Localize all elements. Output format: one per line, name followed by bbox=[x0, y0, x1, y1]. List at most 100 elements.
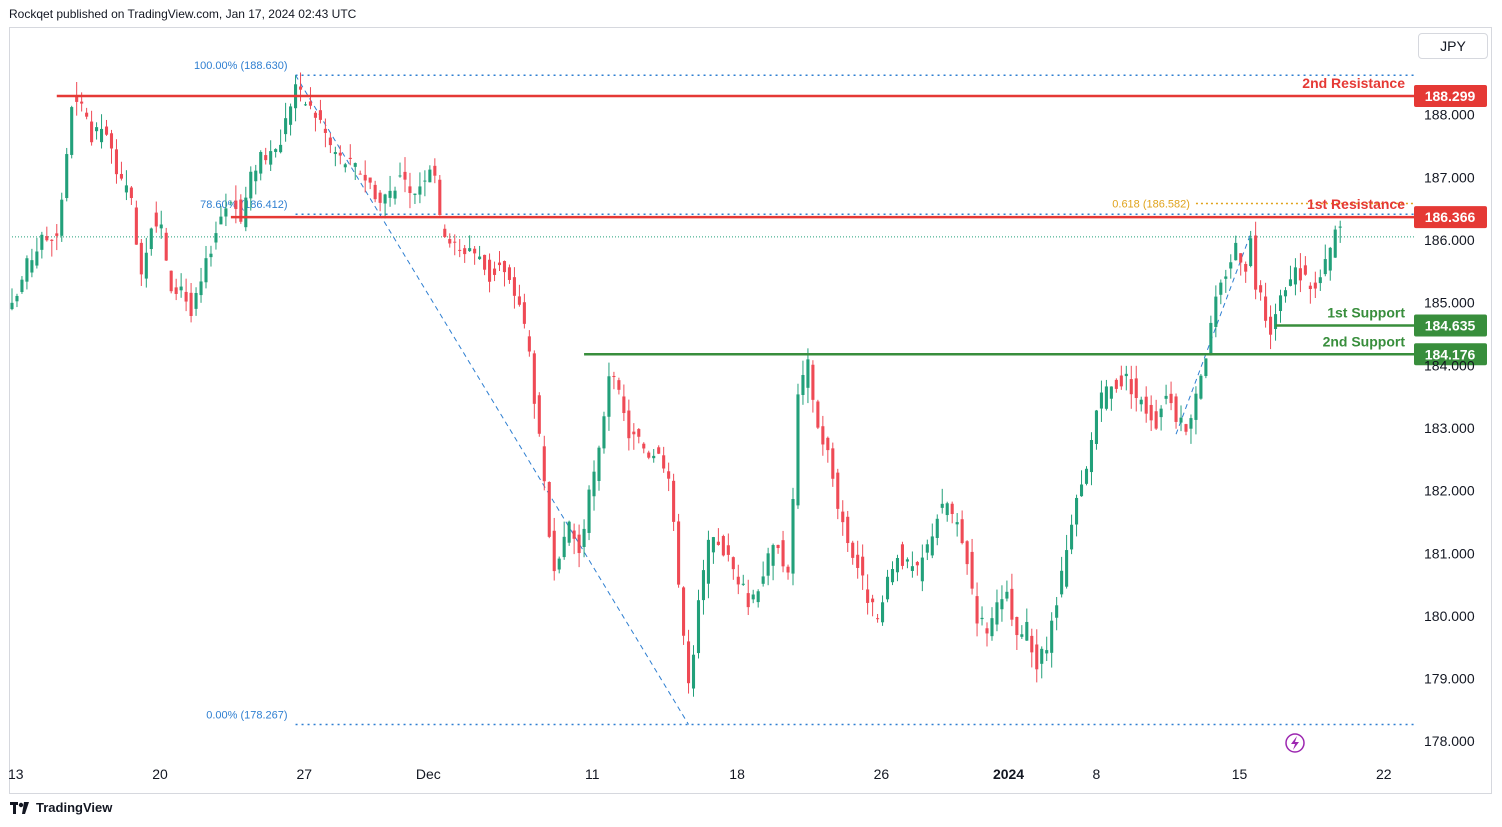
candle[interactable] bbox=[313, 112, 317, 118]
candle[interactable] bbox=[75, 96, 79, 102]
candle[interactable] bbox=[950, 503, 954, 515]
candle[interactable] bbox=[20, 279, 24, 293]
candle[interactable] bbox=[691, 654, 696, 689]
time-axis[interactable]: 13 20 27 Dec 11 18 26 2024 8 15 22 bbox=[8, 766, 1392, 782]
candle[interactable] bbox=[726, 545, 730, 555]
candle[interactable] bbox=[179, 286, 183, 291]
candle[interactable] bbox=[204, 258, 208, 283]
candle[interactable] bbox=[1288, 279, 1293, 286]
candle[interactable] bbox=[851, 542, 855, 558]
candle[interactable] bbox=[274, 149, 278, 152]
candle[interactable] bbox=[284, 118, 288, 135]
candle[interactable] bbox=[55, 233, 59, 236]
candle[interactable] bbox=[831, 448, 835, 479]
candle[interactable] bbox=[448, 239, 452, 244]
candle[interactable] bbox=[940, 503, 944, 508]
candle[interactable] bbox=[453, 241, 457, 243]
candle[interactable] bbox=[572, 530, 576, 539]
candle[interactable] bbox=[567, 521, 571, 543]
candle[interactable] bbox=[323, 128, 327, 133]
candle[interactable] bbox=[303, 104, 308, 106]
candle[interactable] bbox=[1025, 621, 1029, 641]
currency-selector[interactable]: JPY bbox=[1418, 33, 1488, 59]
candle[interactable] bbox=[756, 591, 760, 603]
candle[interactable] bbox=[363, 174, 367, 181]
candle[interactable] bbox=[492, 268, 497, 275]
candle[interactable] bbox=[1164, 395, 1168, 399]
candle[interactable] bbox=[70, 107, 74, 155]
price-axis[interactable]: 189.000188.000187.000186.000185.000184.0… bbox=[1424, 44, 1475, 749]
candle[interactable] bbox=[1075, 497, 1079, 525]
candle[interactable] bbox=[1318, 277, 1322, 284]
candle[interactable] bbox=[647, 452, 651, 458]
events-lightning-icon[interactable] bbox=[1285, 733, 1305, 753]
candle[interactable] bbox=[1030, 635, 1034, 653]
candle[interactable] bbox=[871, 598, 875, 603]
candle[interactable] bbox=[109, 133, 114, 149]
candle[interactable] bbox=[1214, 296, 1218, 327]
candle[interactable] bbox=[1259, 285, 1263, 293]
candle[interactable] bbox=[368, 177, 372, 183]
candle[interactable] bbox=[577, 534, 581, 554]
candle[interactable] bbox=[597, 447, 601, 481]
candle[interactable] bbox=[856, 554, 860, 568]
candle[interactable] bbox=[1005, 591, 1009, 599]
candle[interactable] bbox=[1040, 648, 1044, 664]
candle[interactable] bbox=[975, 596, 979, 624]
candle[interactable] bbox=[1010, 588, 1014, 620]
candle[interactable] bbox=[169, 270, 173, 292]
candle[interactable] bbox=[512, 277, 516, 296]
candle[interactable] bbox=[781, 540, 785, 567]
candle[interactable] bbox=[164, 232, 168, 261]
candle[interactable] bbox=[1239, 253, 1243, 263]
candle[interactable] bbox=[463, 248, 467, 255]
candle[interactable] bbox=[1149, 404, 1153, 421]
candle[interactable] bbox=[935, 518, 939, 538]
candle[interactable] bbox=[413, 193, 417, 195]
candle[interactable] bbox=[721, 536, 725, 556]
candle[interactable] bbox=[1249, 238, 1253, 267]
candle[interactable] bbox=[652, 455, 656, 459]
candle[interactable] bbox=[328, 137, 332, 146]
candle[interactable] bbox=[1254, 235, 1258, 290]
candle[interactable] bbox=[876, 618, 880, 620]
candle[interactable] bbox=[776, 544, 780, 549]
candle[interactable] bbox=[1194, 393, 1198, 420]
candle[interactable] bbox=[811, 364, 815, 400]
candle[interactable] bbox=[259, 152, 263, 174]
candle[interactable] bbox=[890, 569, 895, 583]
candle[interactable] bbox=[816, 401, 820, 428]
candle[interactable] bbox=[761, 576, 765, 584]
candle[interactable] bbox=[438, 179, 442, 216]
tradingview-footer[interactable]: TradingView bbox=[10, 800, 112, 815]
candle[interactable] bbox=[1204, 358, 1208, 377]
candle[interactable] bbox=[841, 511, 845, 523]
candle[interactable] bbox=[1104, 386, 1108, 409]
candle[interactable] bbox=[15, 295, 19, 302]
candle[interactable] bbox=[239, 199, 243, 222]
candle[interactable] bbox=[1189, 418, 1193, 429]
candle[interactable] bbox=[701, 570, 706, 601]
candle[interactable] bbox=[1169, 393, 1173, 404]
candle[interactable] bbox=[134, 207, 138, 245]
candle[interactable] bbox=[741, 583, 745, 585]
candle[interactable] bbox=[806, 359, 810, 388]
candle[interactable] bbox=[1328, 247, 1332, 271]
candle[interactable] bbox=[1323, 259, 1327, 275]
candle[interactable] bbox=[308, 101, 313, 106]
candle[interactable] bbox=[104, 126, 109, 135]
candle[interactable] bbox=[1065, 550, 1069, 587]
candle[interactable] bbox=[378, 192, 382, 203]
candle[interactable] bbox=[30, 260, 34, 273]
candle[interactable] bbox=[706, 539, 710, 584]
candle[interactable] bbox=[686, 641, 691, 684]
candle[interactable] bbox=[836, 472, 840, 509]
level-price-badge[interactable] bbox=[1414, 343, 1487, 366]
candle[interactable] bbox=[114, 149, 119, 175]
candle[interactable] bbox=[1199, 375, 1203, 399]
candle[interactable] bbox=[861, 556, 865, 576]
candle[interactable] bbox=[458, 249, 462, 251]
candle[interactable] bbox=[269, 151, 273, 165]
candle[interactable] bbox=[343, 164, 347, 168]
candle[interactable] bbox=[199, 281, 203, 296]
